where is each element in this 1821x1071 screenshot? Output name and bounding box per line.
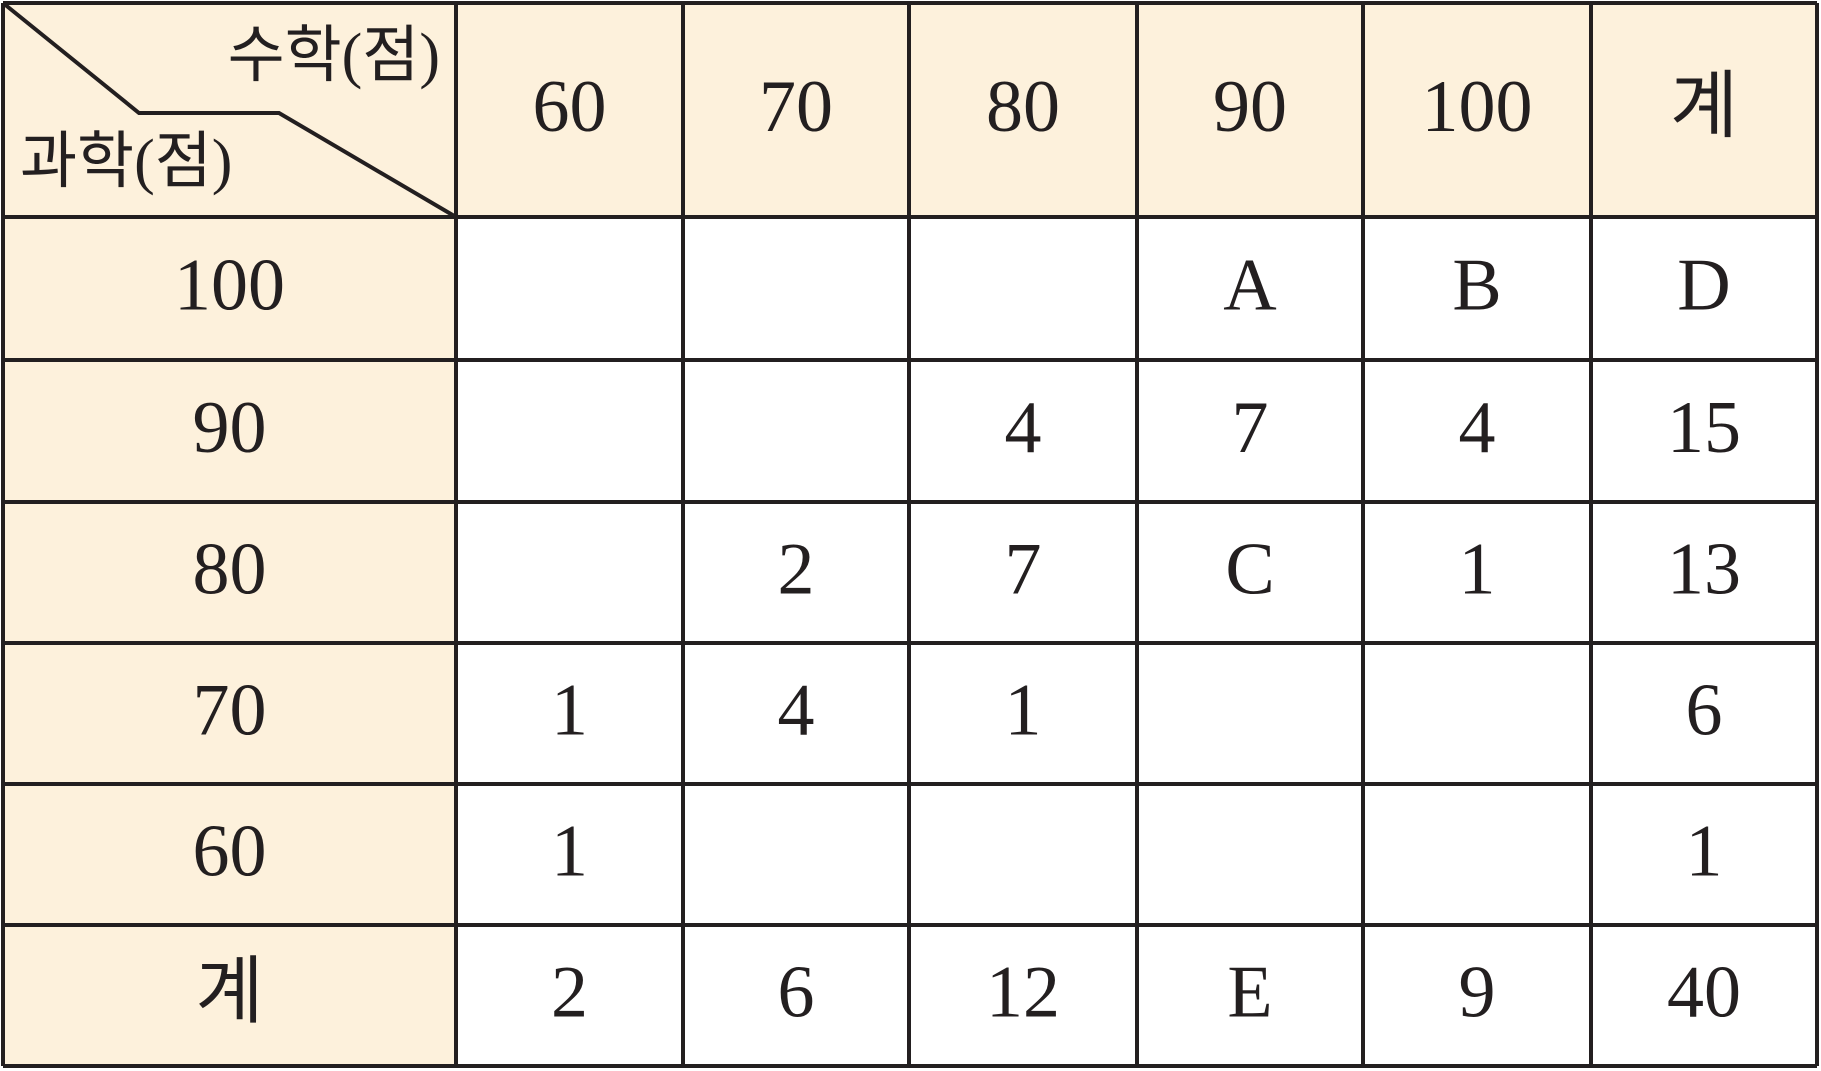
cell-value: 40 [1667, 951, 1741, 1033]
cell-value: C [1225, 528, 1274, 610]
row-header: 90 [193, 387, 267, 469]
column-header: 70 [759, 66, 833, 148]
cell-value: 9 [1459, 951, 1496, 1033]
cell-value: E [1227, 951, 1272, 1033]
cell-value: 7 [1232, 387, 1269, 469]
cell-value: 4 [778, 669, 815, 751]
cell-value: 1 [1686, 810, 1723, 892]
column-header: 계 [1670, 66, 1738, 148]
cell-value: 1 [551, 669, 588, 751]
cell-value: 6 [1686, 669, 1723, 751]
cell-value: 4 [1005, 387, 1042, 469]
cell-value: 4 [1459, 387, 1496, 469]
cell-value: B [1452, 244, 1501, 326]
column-header: 100 [1422, 66, 1533, 148]
cell-value: 6 [778, 951, 815, 1033]
column-axis-label: 수학(점) [228, 22, 440, 90]
row-header: 80 [193, 528, 267, 610]
header-column-bg [3, 3, 456, 1066]
cell-value: 1 [1005, 669, 1042, 751]
cell-value: 1 [1459, 528, 1496, 610]
cell-value: 7 [1005, 528, 1042, 610]
row-header: 100 [174, 244, 285, 326]
corner-diagonal [1, 1, 458, 219]
cell-value: 12 [986, 951, 1060, 1033]
column-header: 60 [533, 66, 607, 148]
column-header: 80 [986, 66, 1060, 148]
cell-value: 15 [1667, 387, 1741, 469]
row-header: 계 [195, 951, 263, 1033]
row-header: 70 [193, 669, 267, 751]
row-axis-label: 과학(점) [20, 128, 232, 196]
cell-value: A [1223, 244, 1276, 326]
cell-value: D [1677, 244, 1730, 326]
cell-value: 2 [551, 951, 588, 1033]
cell-value: 13 [1667, 528, 1741, 610]
row-header: 60 [193, 810, 267, 892]
cell-value: 1 [551, 810, 588, 892]
column-header: 90 [1213, 66, 1287, 148]
cell-value: 2 [778, 528, 815, 610]
